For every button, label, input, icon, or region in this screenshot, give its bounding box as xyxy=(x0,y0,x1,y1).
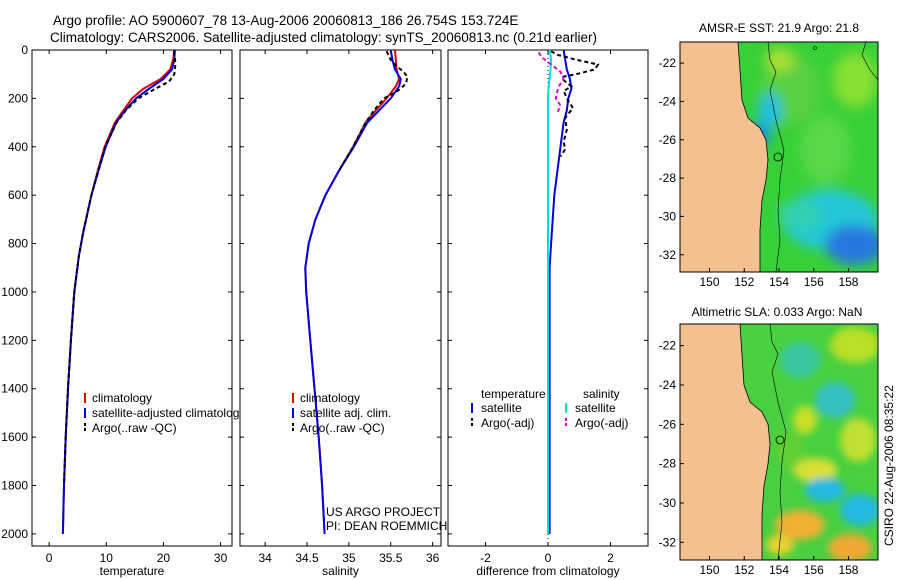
map-xtick-label: 156 xyxy=(804,275,824,289)
map-ytick-label: -24 xyxy=(659,94,677,108)
land-australia-2 xyxy=(680,324,770,560)
map-xtick-label: 150 xyxy=(700,563,720,577)
diff-legend-header-salinity: salinity xyxy=(583,387,620,401)
depth-tick-label: 800 xyxy=(8,237,28,251)
map-xtick-label: 158 xyxy=(838,563,858,577)
temp-xtick-label: 10 xyxy=(100,551,114,565)
sst-map-title: AMSR-E SST: 21.9 Argo: 21.8 xyxy=(699,21,859,35)
diff-series-salinity-satellite xyxy=(547,49,553,534)
map-ytick-label: -32 xyxy=(659,535,677,549)
temp-legend-label: Argo(..raw -QC) xyxy=(92,421,177,435)
diff-xtick-label: 2 xyxy=(607,551,614,565)
map-xtick-label: 152 xyxy=(734,275,754,289)
sal-legend-label: climatology xyxy=(300,391,360,405)
diff-legend-label: satellite xyxy=(575,401,616,415)
map-ytick-label: -28 xyxy=(659,171,677,185)
temperature-profile-panel: 0 10 20 30 0 200 400 600 800 1000 1200 1400 1600 1800… xyxy=(1,43,245,578)
depth-tick-label: 1400 xyxy=(1,382,28,396)
map-ytick-label: -32 xyxy=(659,248,677,262)
map-ytick-label: -30 xyxy=(659,496,677,510)
land-australia xyxy=(680,42,768,272)
salinity-profile-panel: 34 34.5 35 35.5 36 salinity climatologysatelli… xyxy=(239,49,447,578)
diff-xtick-label: -2 xyxy=(480,551,491,565)
map-ytick-label: -30 xyxy=(659,209,677,223)
diff-xtick-label: 0 xyxy=(545,551,552,565)
depth-tick-label: 400 xyxy=(8,140,28,154)
temp-xlabel: temperature xyxy=(100,564,165,578)
depth-tick-label: 200 xyxy=(8,91,28,105)
map-ytick-label: -28 xyxy=(659,457,677,471)
sal-series-satellite-adj-clim- xyxy=(304,49,402,534)
argo-location-marker xyxy=(773,152,783,162)
sal-plot-frame xyxy=(239,49,442,547)
map-xtick-label: 152 xyxy=(734,563,754,577)
diff-xlabel: difference from climatology xyxy=(476,564,619,578)
map-ytick-label: -22 xyxy=(659,339,677,353)
map-xtick-label: 158 xyxy=(838,275,858,289)
sla-map-title: Altimetric SLA: 0.033 Argo: NaN xyxy=(692,305,863,319)
map-xtick-label: 156 xyxy=(804,563,824,577)
map-ytick-label: -22 xyxy=(659,56,677,70)
map-xtick-label: 154 xyxy=(769,563,789,577)
temp-plot-frame xyxy=(31,49,233,547)
temp-xtick-label: 30 xyxy=(214,551,228,565)
sal-xtick-label: 34.5 xyxy=(295,551,319,565)
sla-map: Altimetric SLA: 0.033 Argo: NaN xyxy=(659,305,879,577)
diff-legend-label: Argo(-adj) xyxy=(481,416,534,430)
depth-tick-label: 1800 xyxy=(1,479,28,493)
temp-legend-label: satellite-adjusted climatology xyxy=(92,406,245,420)
map-xtick-label: 150 xyxy=(700,275,720,289)
diff-legend-label: Argo(-adj) xyxy=(575,416,628,430)
diff-series-temperature-argo-adj- xyxy=(550,50,600,158)
temp-series-argo-raw-qc- xyxy=(63,51,177,486)
temp-xtick-label: 20 xyxy=(157,551,171,565)
depth-tick-label: 1600 xyxy=(1,430,28,444)
sal-legend-label: satellite adj. clim. xyxy=(300,406,391,420)
sal-xtick-label: 34 xyxy=(258,551,272,565)
depth-tick-label: 600 xyxy=(8,188,28,202)
depth-tick-label: 0 xyxy=(21,43,28,57)
sal-legend-label: Argo(..raw -QC) xyxy=(300,421,385,435)
diff-legend-header-temperature: temperature xyxy=(481,387,546,401)
depth-tick-label: 1200 xyxy=(1,333,28,347)
map-ytick-label: -26 xyxy=(659,133,677,147)
sal-xtick-label: 36 xyxy=(426,551,440,565)
sal-xtick-label: 35 xyxy=(342,551,356,565)
sal-series-argo-raw-qc- xyxy=(337,50,409,172)
map-ytick-label: -24 xyxy=(659,378,677,392)
sst-map: AMSR-E SST: 21.9 Argo: 21.8 150 152 154 xyxy=(659,21,879,289)
credit-text: CSIRO 22-Aug-2006 08:35:22 xyxy=(882,385,896,546)
title-line2: Climatology: CARS2006. Satellite-adjuste… xyxy=(50,30,597,45)
project-line1: US ARGO PROJECT xyxy=(326,505,441,519)
argo-location-marker-2 xyxy=(775,435,785,445)
sal-xtick-label: 35.5 xyxy=(379,551,403,565)
temp-xtick-label: 0 xyxy=(46,551,53,565)
diff-legend-label: satellite xyxy=(481,401,522,415)
title-line1: Argo profile: AO 5900607_78 13-Aug-2006 … xyxy=(53,13,518,28)
project-line2: PI: DEAN ROEMMICH xyxy=(326,519,447,533)
depth-tick-label: 1000 xyxy=(1,285,28,299)
map-ytick-label: -26 xyxy=(659,417,677,431)
diff-series-temperature-satellite xyxy=(548,49,573,534)
depth-tick-label: 2000 xyxy=(1,527,28,541)
map-xtick-label: 154 xyxy=(769,275,789,289)
temp-legend-label: climatology xyxy=(92,391,152,405)
sal-xlabel: salinity xyxy=(322,564,359,578)
